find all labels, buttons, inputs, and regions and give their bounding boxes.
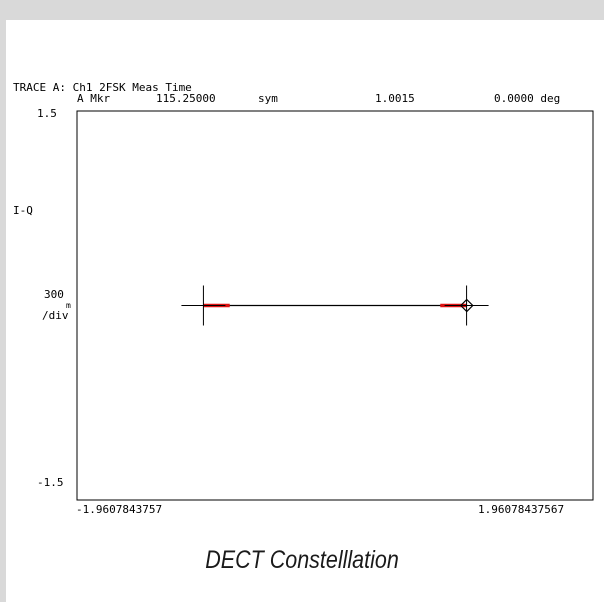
y-axis-scale-value: 300 xyxy=(44,288,64,301)
x-axis-left-label: -1.9607843757 xyxy=(76,503,163,516)
marker-label: A Mkr xyxy=(77,92,111,105)
y-axis-top-label: 1.5 xyxy=(37,107,57,120)
marker-phase: 0.0000 deg xyxy=(494,92,561,105)
x-axis-right-label: 1.96078437567 xyxy=(478,503,565,516)
marker-position: 115.25000 xyxy=(156,92,216,105)
y-axis-name-label: I-Q xyxy=(13,204,33,217)
y-axis-scale-prefix: m xyxy=(66,301,71,310)
marker-diamond-icon xyxy=(459,298,474,313)
marker-unit: sym xyxy=(258,92,278,105)
y-axis-bottom-label: -1.5 xyxy=(37,476,64,489)
y-axis-scale-unit: /div xyxy=(42,309,69,322)
marker-magnitude: 1.0015 xyxy=(375,92,415,105)
figure-caption: DECT Constelllation xyxy=(205,546,399,574)
trace-title: TRACE A: Ch1 2FSK Meas Time xyxy=(13,81,192,94)
